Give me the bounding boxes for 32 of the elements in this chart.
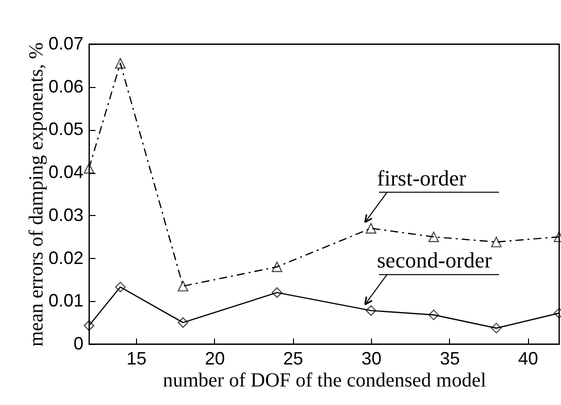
point — [178, 317, 188, 328]
y-tick-label: 0.02 — [48, 248, 84, 268]
point — [491, 236, 502, 248]
x-tick-label: 15 — [126, 348, 147, 368]
x-axis-title: number of DOF of the condensed model — [162, 370, 487, 392]
y-tick-label: 0 — [73, 334, 84, 354]
point — [428, 232, 439, 242]
point — [115, 282, 126, 292]
x-tick-label: 40 — [518, 348, 538, 368]
point — [272, 287, 282, 298]
point — [428, 310, 439, 320]
x-tick-label: 25 — [283, 348, 304, 368]
series-label: first-order — [377, 165, 467, 190]
y-tick-label: 0.05 — [48, 119, 84, 140]
point — [272, 262, 282, 272]
y-tick-label: 0.03 — [48, 204, 84, 225]
x-tick-label: 20 — [204, 348, 225, 368]
y-tick-label: 0.07 — [48, 34, 84, 54]
x-tick-label: 35 — [440, 348, 460, 368]
point — [84, 320, 94, 331]
y-tick-label: 0.04 — [48, 162, 84, 182]
point — [115, 58, 126, 69]
point — [366, 222, 376, 234]
y-tick-label: 0.01 — [48, 290, 84, 311]
point — [84, 162, 94, 174]
y-axis-title: mean errors of damping exponents, % — [25, 42, 48, 347]
x-tick-label: 30 — [361, 348, 382, 368]
legend-label: second-order — [377, 248, 493, 273]
point — [366, 305, 376, 316]
y-tick-label: 0.06 — [48, 76, 84, 96]
point — [491, 322, 502, 334]
point — [178, 280, 188, 292]
